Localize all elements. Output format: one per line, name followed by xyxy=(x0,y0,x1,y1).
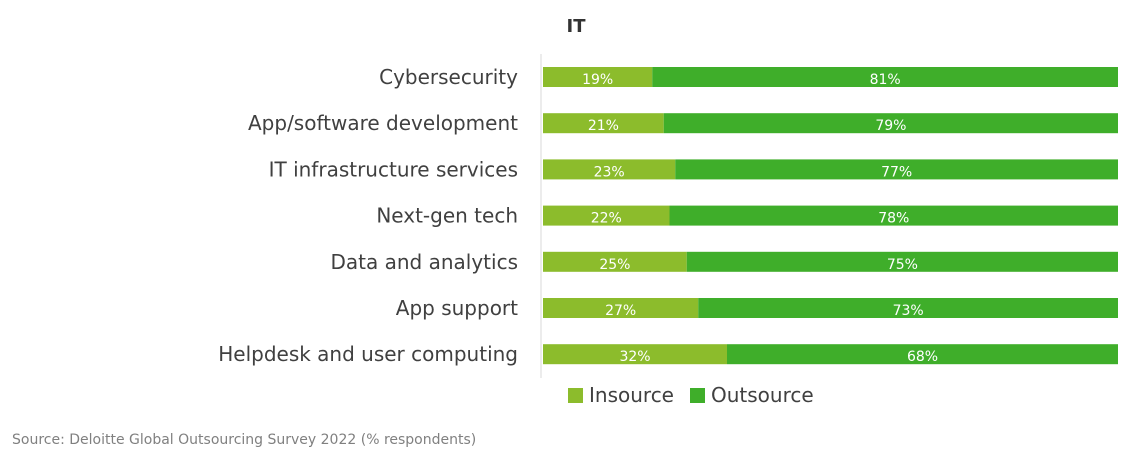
category-label: Cybersecurity xyxy=(379,65,518,89)
legend-label-outsource: Outsource xyxy=(711,383,814,407)
bar-insource xyxy=(543,113,664,134)
data-label-insource: 25% xyxy=(599,257,630,273)
data-label-insource: 22% xyxy=(591,211,622,227)
data-label-insource: 21% xyxy=(588,118,619,134)
bar-outsource xyxy=(686,251,1118,272)
data-label-outsource: 79% xyxy=(875,118,906,134)
bar-outsource xyxy=(675,159,1118,180)
data-label-outsource: 75% xyxy=(887,257,918,273)
bar-outsource xyxy=(669,205,1118,226)
category-label: App/software development xyxy=(248,111,518,135)
chart-title: IT xyxy=(567,16,587,37)
category-label: Helpdesk and user computing xyxy=(218,342,518,366)
category-label: App support xyxy=(396,296,518,320)
bar-insource xyxy=(543,344,727,365)
bar-outsource xyxy=(652,67,1118,87)
bar-insource xyxy=(543,205,670,226)
legend-label-insource: Insource xyxy=(589,383,674,407)
data-label-insource: 23% xyxy=(594,164,625,180)
bar-insource xyxy=(543,159,676,180)
category-label: IT infrastructure services xyxy=(269,157,518,181)
bar-insource xyxy=(543,298,699,318)
bars-group: Cybersecurity 19% 81% App/software developm… xyxy=(218,65,1118,366)
data-label-outsource: 81% xyxy=(870,72,901,88)
data-label-insource: 32% xyxy=(619,349,650,365)
legend-swatch-insource xyxy=(568,388,583,403)
category-label: Data and analytics xyxy=(331,250,519,274)
data-label-outsource: 78% xyxy=(878,211,909,227)
data-label-outsource: 68% xyxy=(907,349,938,365)
bar-outsource xyxy=(698,298,1118,318)
source-note: Source: Deloitte Global Outsourcing Surv… xyxy=(12,432,477,448)
data-label-insource: 27% xyxy=(605,303,636,319)
bar-insource xyxy=(543,67,653,87)
bar-outsource xyxy=(663,113,1118,134)
legend-swatch-outsource xyxy=(690,388,705,403)
bar-insource xyxy=(543,251,687,272)
data-label-outsource: 77% xyxy=(881,164,912,180)
legend: Insource Outsource xyxy=(568,383,814,407)
category-label: Next-gen tech xyxy=(376,204,518,228)
data-label-insource: 19% xyxy=(582,72,613,88)
data-label-outsource: 73% xyxy=(893,303,924,319)
bar-outsource xyxy=(727,344,1118,365)
